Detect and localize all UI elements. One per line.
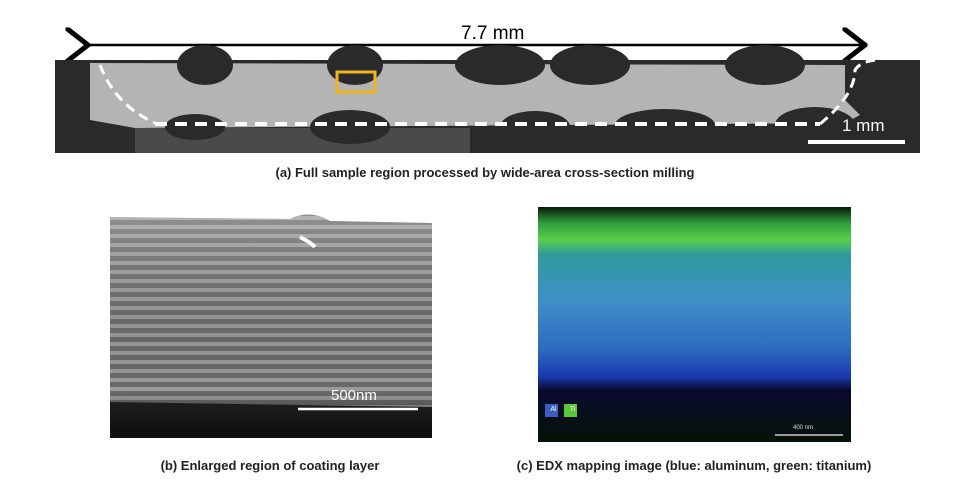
panel-b-image bbox=[110, 207, 432, 438]
caption-b: (b) Enlarged region of coating layer bbox=[160, 458, 380, 473]
highlight-box bbox=[335, 70, 377, 94]
caption-c: (c) EDX mapping image (blue: aluminum, g… bbox=[516, 458, 872, 473]
caption-a: (a) Full sample region processed by wide… bbox=[275, 165, 695, 180]
legend-ti-label: Ti bbox=[569, 406, 576, 413]
scale-bar-a-label: 1 mm bbox=[842, 116, 885, 135]
width-label: 7.7 mm bbox=[461, 23, 525, 44]
panel-a-image bbox=[55, 25, 920, 153]
scale-bar-c-label: 400 nm bbox=[793, 425, 814, 431]
legend-ti-swatch bbox=[564, 404, 577, 417]
legend-al-swatch bbox=[545, 404, 558, 417]
scale-bar-b-label: 500nm bbox=[331, 387, 377, 404]
panel-c-image bbox=[538, 207, 851, 442]
legend-al-label: Al bbox=[550, 406, 557, 413]
